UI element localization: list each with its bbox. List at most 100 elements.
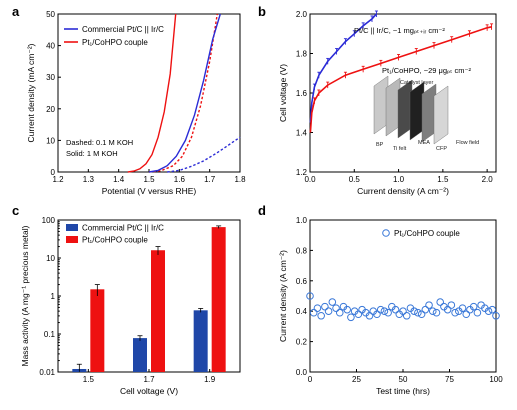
a-xtick-label: 1.4: [113, 175, 125, 184]
b-ytick-label: 1.8: [296, 50, 308, 59]
d-plot-frame: [309, 219, 497, 373]
b-inset-label: BP: [376, 142, 384, 148]
panel-b: b 0.0 0.5 1.0 1.5 2.0 1.2 1.4 1.6 1.8 2.0 Current …: [258, 4, 497, 196]
d-xtick-label: 0: [308, 375, 313, 384]
d-legend-label: Pt₁/CoHPO couple: [394, 229, 460, 238]
d-data-point: [306, 292, 314, 300]
a-ytick-label: 0: [51, 168, 56, 177]
d-data-point: [324, 307, 333, 316]
d-data-point: [469, 302, 478, 311]
a-annotation: Dashed: 0.1 M KOH: [66, 138, 133, 147]
d-ytick-label: 0.2: [296, 338, 308, 347]
c-legend-label: Commercial Pt/C || Ir/C: [82, 224, 164, 233]
c-bar: [151, 250, 165, 372]
c-legend-label: Pt₁/CoHPO couple: [82, 236, 148, 245]
a-ytick-label: 40: [46, 42, 55, 51]
a-ytick-label: 10: [46, 136, 55, 145]
c-x-axis-label: Cell voltage (V): [120, 386, 178, 396]
c-ytick-label: 100: [42, 216, 56, 225]
a-xtick-label: 1.3: [83, 175, 95, 184]
d-data-point: [354, 310, 363, 319]
a-ytick-label: 30: [46, 73, 55, 82]
a-xtick-label: 1.5: [143, 175, 155, 184]
d-x-axis-label: Test time (hrs): [376, 386, 430, 396]
d-data-point: [451, 308, 459, 317]
d-data-point: [436, 298, 445, 306]
d-data-point: [335, 308, 344, 317]
d-data-point: [384, 308, 392, 317]
a-legend-label: Pt₁/CoHPO couple: [82, 38, 148, 47]
a-xtick-label: 1.7: [204, 175, 216, 184]
a-x-axis-label: Potential (V versus RHE): [102, 186, 197, 196]
d-data-point: [443, 305, 452, 314]
a-series-line-2: [148, 13, 221, 173]
d-xtick-label: 100: [489, 375, 503, 384]
d-data-point: [432, 308, 441, 317]
panel-d-label: d: [258, 203, 266, 218]
a-ytick-label: 50: [46, 10, 55, 19]
d-data-point: [373, 310, 381, 319]
c-bar: [90, 289, 105, 372]
d-data-point: [484, 307, 493, 316]
b-ytick-label: 1.2: [296, 168, 308, 177]
d-data-point: [347, 313, 355, 322]
d-data-point: [414, 308, 422, 317]
c-ytick-label: 0.1: [44, 330, 56, 339]
d-xtick-label: 75: [445, 375, 454, 384]
b-inset-label: Flow field: [456, 140, 479, 146]
d-ytick-label: 0.8: [296, 246, 308, 255]
d-data-point: [402, 311, 411, 320]
b-inset-label: MEA: [418, 140, 430, 146]
d-data-point: [399, 307, 407, 316]
a-y-axis-label: Current density (mA cm⁻²): [26, 43, 36, 142]
b-inset-illustration: Catalyst layer BP Ti felt MEA CFP Flow field: [373, 75, 479, 152]
a-annotation: Solid: 1 M KOH: [66, 149, 118, 158]
c-xtick-label: 1.9: [204, 375, 216, 384]
a-ytick-label: 20: [46, 105, 55, 114]
c-ytick-label: 10: [46, 254, 55, 263]
d-data-point: [473, 308, 482, 317]
panel-c: c 0.01 0.1 1 10 100 1.5 1.7 1.9 Cell voltage (V)…: [12, 203, 241, 396]
d-xtick-label: 50: [399, 375, 408, 384]
d-data-point: [417, 310, 426, 319]
d-xtick-label: 25: [352, 375, 361, 384]
b-xtick-label: 0.5: [349, 175, 361, 184]
c-ytick-label: 1: [51, 292, 56, 301]
c-bar: [193, 310, 208, 372]
panel-a-label: a: [12, 4, 20, 19]
d-y-axis-label: Current density (A cm⁻²): [278, 250, 288, 342]
b-ytick-label: 1.4: [296, 129, 308, 138]
b-annotation: Pt/C || Ir/C, ~1 mgₚₜ₊ᵢᵣ cm⁻²: [354, 26, 445, 35]
b-xtick-label: 0.0: [304, 175, 316, 184]
c-xtick-label: 1.7: [143, 375, 155, 384]
panel-d: d 0 25 50 75 100 0.0 0.2 0.4 0.6 0.8 1.0 Test time …: [258, 203, 503, 396]
c-legend-swatch: [66, 236, 78, 243]
a-xtick-label: 1.6: [174, 175, 186, 184]
b-xtick-label: 2.0: [482, 175, 494, 184]
b-inset-label: CFP: [436, 146, 447, 152]
d-data-point: [313, 304, 322, 312]
panel-a: a 1.2 1.3 1.4 1.5 1.6 1.7 1.8 0 10 20 30 40 50 Potent…: [12, 4, 246, 196]
b-x-axis-label: Current density (A cm⁻²): [357, 186, 449, 196]
d-data-point: [321, 302, 329, 311]
b-inset-label: Catalyst layer: [400, 80, 433, 86]
c-ytick-label: 0.01: [39, 368, 55, 377]
c-xtick-label: 1.5: [83, 375, 95, 384]
d-data-point: [458, 304, 467, 312]
d-data-point: [492, 311, 500, 320]
d-data-point: [428, 307, 437, 316]
b-xtick-label: 1.0: [393, 175, 405, 184]
c-bar: [211, 227, 226, 372]
d-ytick-label: 1.0: [296, 216, 308, 225]
b-xtick-label: 1.5: [437, 175, 449, 184]
d-data-point: [391, 305, 400, 314]
a-series-line-3: [167, 136, 241, 173]
d-data-point: [421, 305, 430, 314]
d-data-point: [309, 308, 318, 317]
b-y-axis-label: Cell voltage (V): [278, 64, 288, 122]
d-data-point: [410, 307, 418, 316]
b-annotation: Pt₁/CoHPO, ~29 μgₚₜ cm⁻²: [382, 66, 471, 75]
a-series-line-1: [148, 13, 218, 173]
d-data-point: [462, 310, 471, 319]
